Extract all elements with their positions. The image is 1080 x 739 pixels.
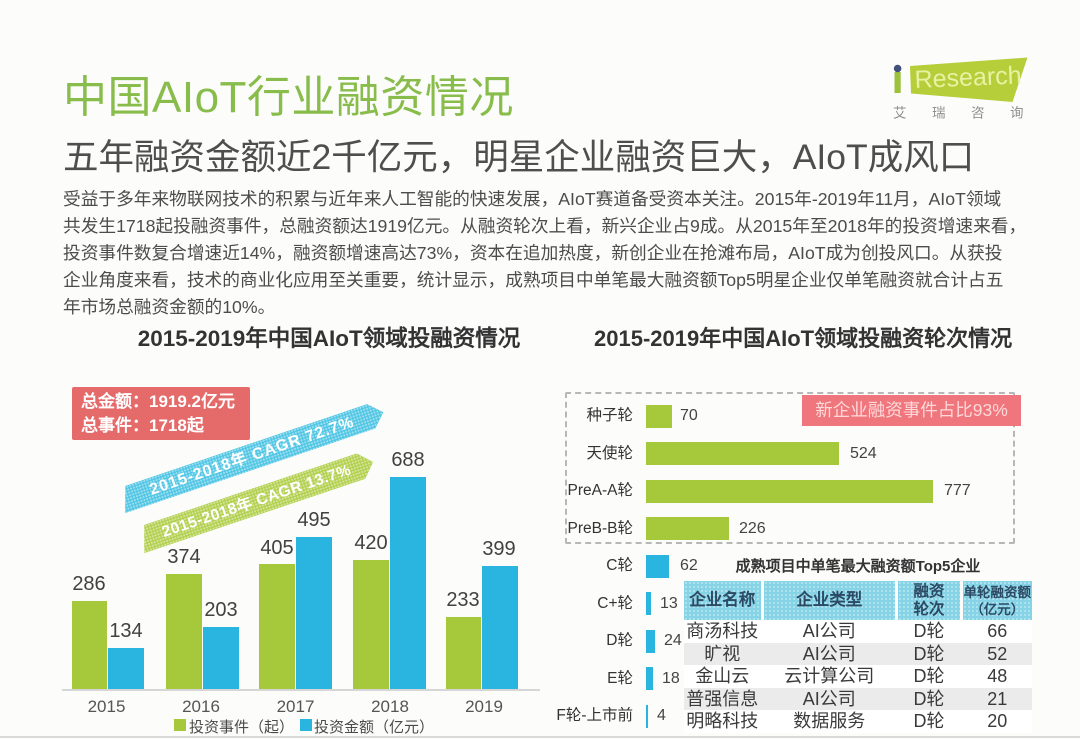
svg-text:艾瑞咨询: 艾瑞咨询	[893, 106, 1049, 121]
svg-text:Research: Research	[914, 61, 1022, 94]
